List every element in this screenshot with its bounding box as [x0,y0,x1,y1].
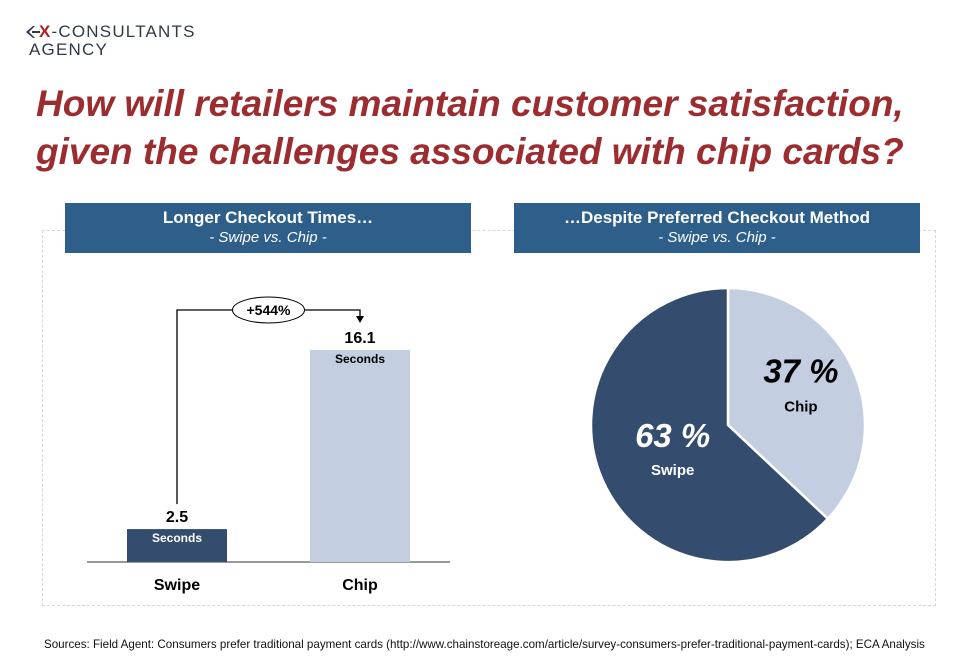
left-panel-subtitle: - Swipe vs. Chip - [209,229,327,246]
bar-unit-label-swipe: Seconds [152,531,202,545]
growth-arrowhead-icon [356,316,364,323]
pie-category-label-chip: Chip [784,398,817,415]
bar-value-label-chip: 16.1 [344,330,375,347]
bar-value-label-swipe: 2.5 [166,509,188,526]
bar-chip [310,350,410,562]
panel-frame [42,230,936,606]
bar-chart: 2.5 Seconds 16.1 Seconds Swipe Chip +544… [87,296,450,594]
logo-line1: X-CONSULTANTS [39,22,196,42]
sources-footnote: Sources: Field Agent: Consumers prefer t… [44,638,925,651]
pie-value-label-chip: 37 % [763,352,838,389]
right-panel-subtitle: - Swipe vs. Chip - [658,229,776,246]
logo-chevron-icon [26,26,40,38]
pie-chart: 37 % Chip 63 % Swipe [589,286,867,564]
right-panel-header: …Despite Preferred Checkout Method - Swi… [514,203,920,253]
category-label-swipe: Swipe [154,577,200,594]
pie-value-label-swipe: 63 % [635,417,710,454]
logo-line2: AGENCY [29,40,108,59]
left-panel-title: Longer Checkout Times… [162,208,374,227]
left-panel-header: Longer Checkout Times… - Swipe vs. Chip … [65,203,471,253]
pie-slice-chip [726,286,867,521]
logo-x: X [39,22,52,41]
right-panel-title: …Despite Preferred Checkout Method [563,208,871,227]
bar-unit-label-chip: Seconds [335,352,385,366]
growth-annotation-bubble [232,296,305,324]
logo-line1-text: -CONSULTANTS [51,22,196,41]
category-label-chip: Chip [342,577,378,594]
growth-annotation-text: +544% [247,302,292,318]
pie-category-label-swipe: Swipe [651,462,694,479]
page-title: How will retailers maintain customer sat… [36,83,904,172]
bar-swipe [127,529,227,562]
pie-slice-swipe [589,286,830,564]
